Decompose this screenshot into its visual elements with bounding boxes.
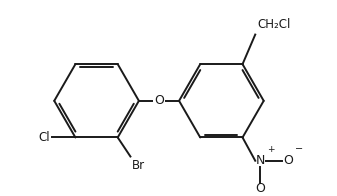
Text: Cl: Cl	[38, 131, 50, 144]
Text: N: N	[256, 154, 265, 167]
Text: Br: Br	[132, 159, 145, 172]
Text: CH₂Cl: CH₂Cl	[257, 18, 291, 31]
Text: O: O	[154, 94, 164, 107]
Text: O: O	[283, 154, 293, 167]
Text: O: O	[255, 182, 265, 195]
Text: +: +	[267, 145, 274, 154]
Text: −: −	[296, 144, 304, 154]
